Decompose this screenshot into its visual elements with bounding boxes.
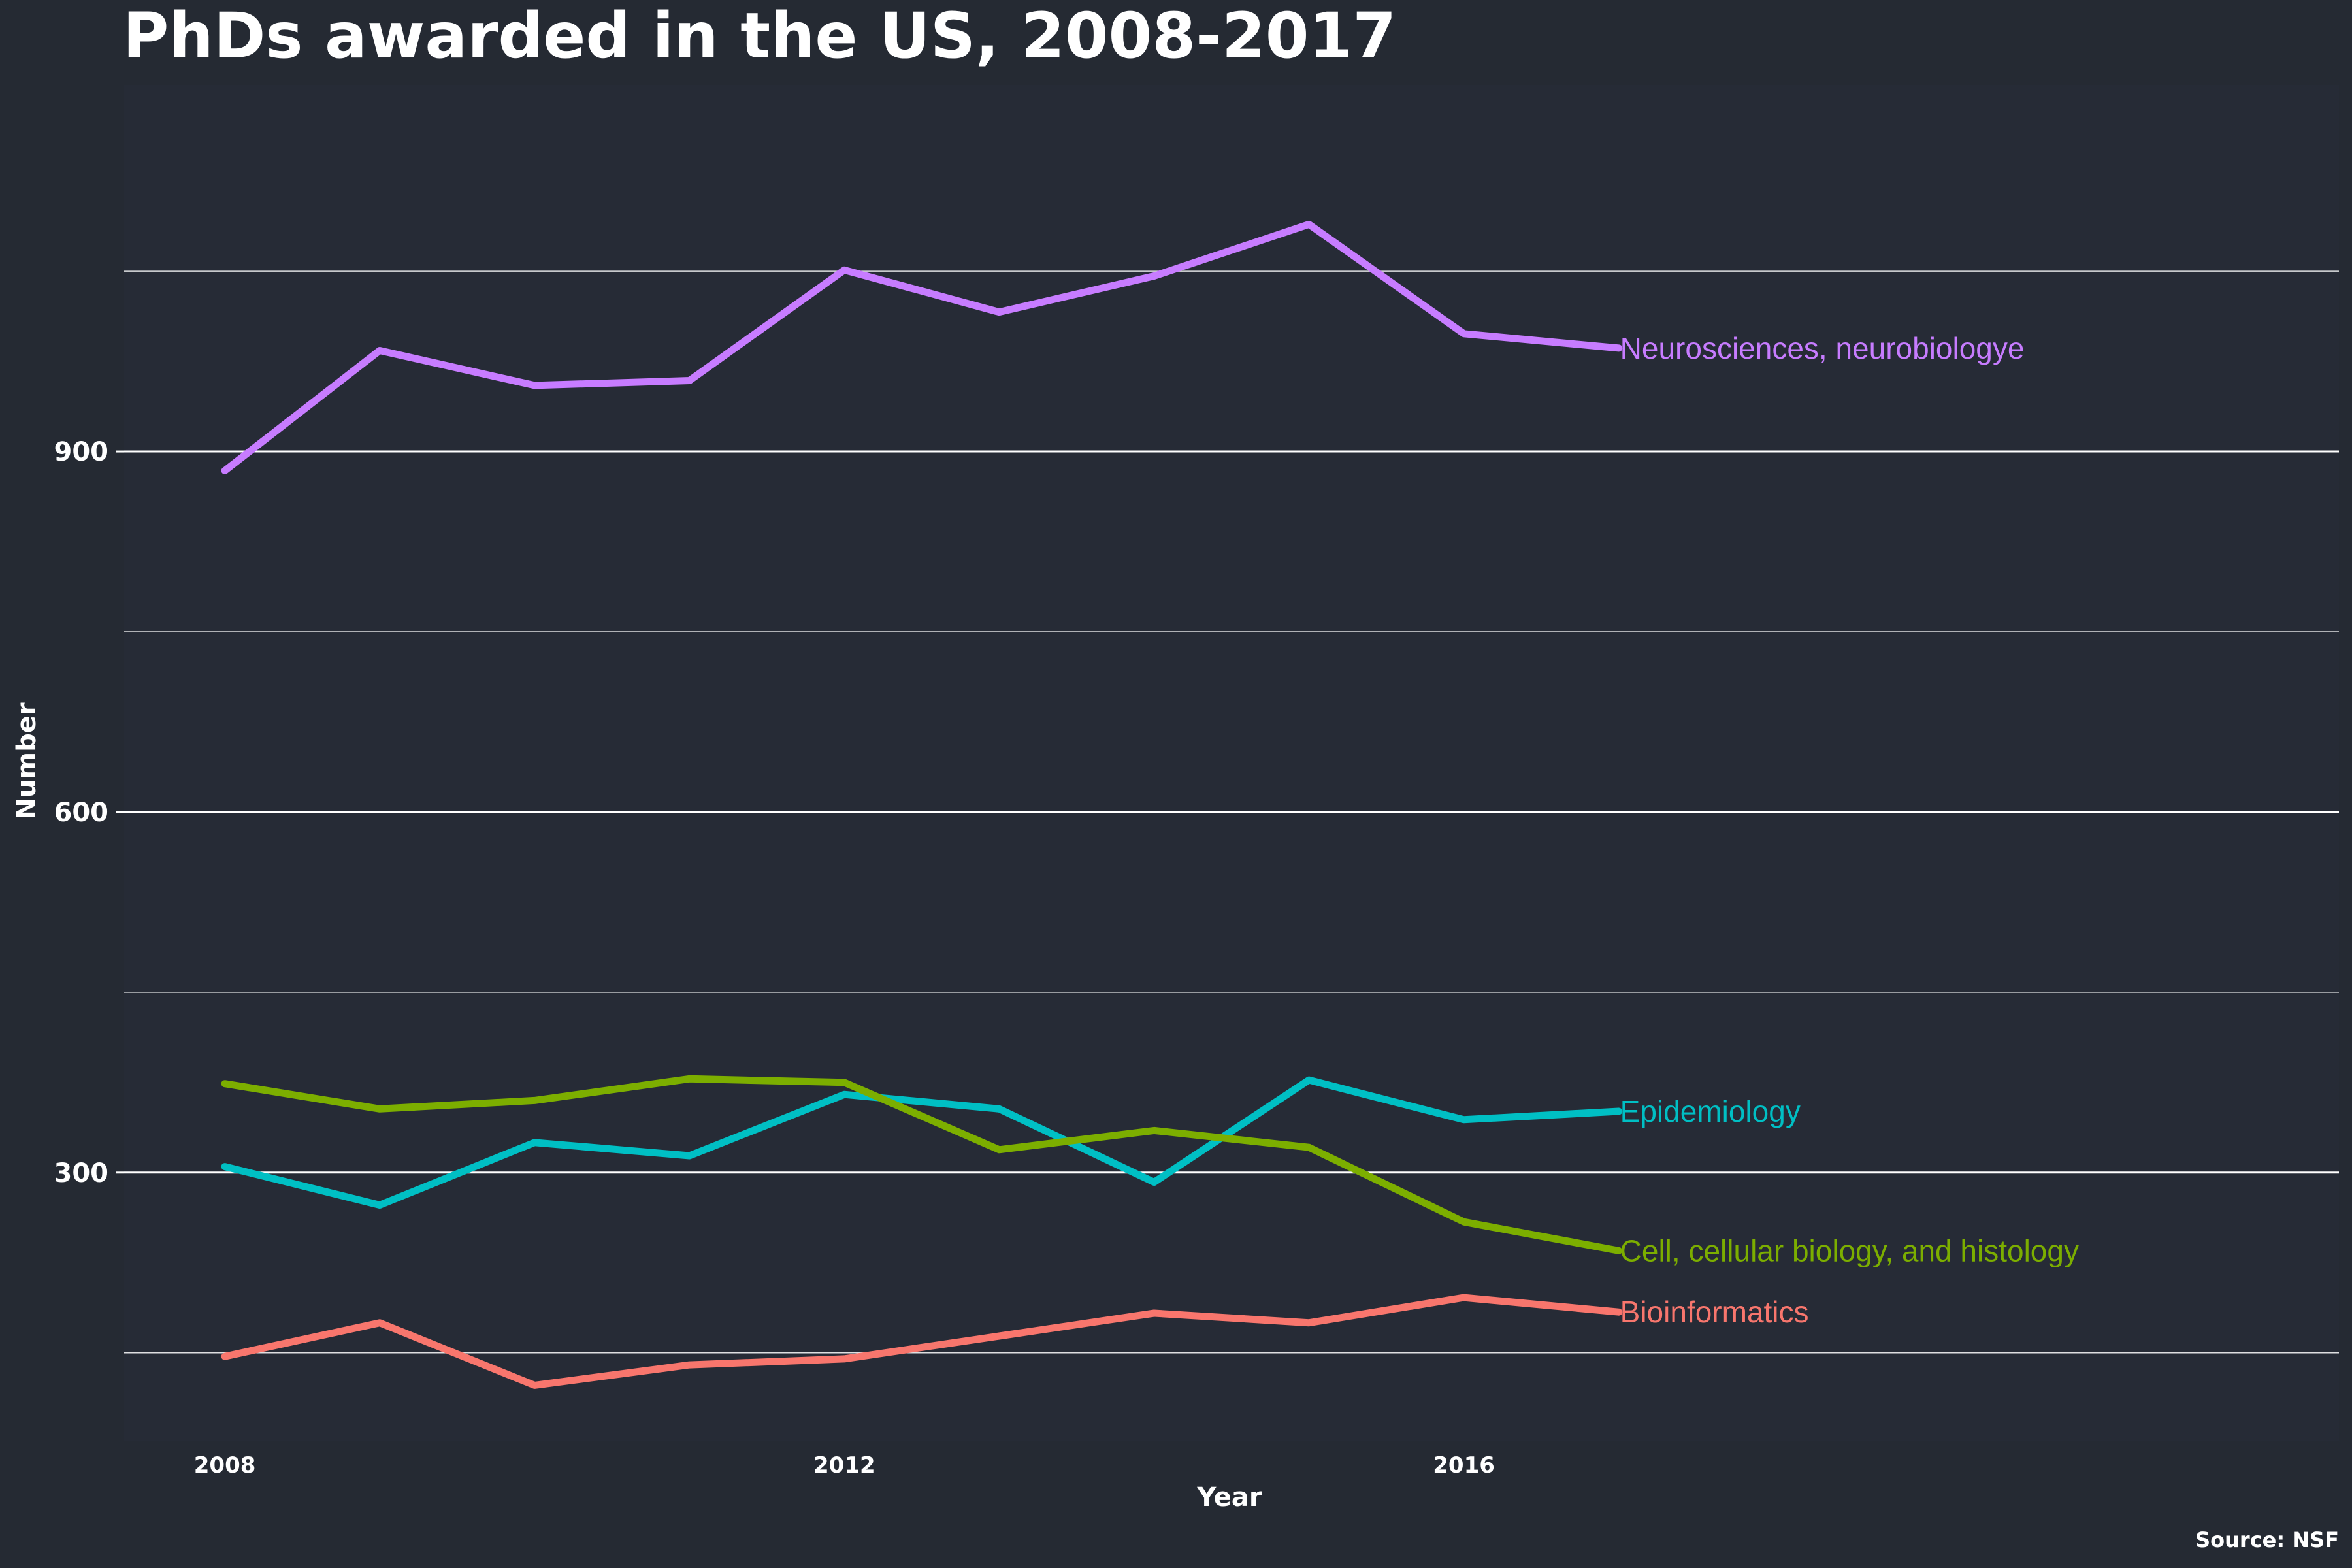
series-end-label: Neurosciences, neurobiologye	[1620, 331, 2025, 365]
x-tick-label: 2012	[813, 1452, 875, 1478]
series-line	[221, 1076, 1623, 1209]
y-tick-label: 600	[54, 798, 109, 828]
plot-panel	[124, 85, 2339, 1441]
source-caption: Source: NSF	[2195, 1527, 2339, 1552]
series-line	[221, 1294, 1623, 1389]
y-tick-label: 900	[54, 437, 109, 467]
x-tick-label: 2016	[1433, 1452, 1495, 1478]
x-tick-label: 2008	[194, 1452, 256, 1478]
x-axis-title: Year	[1196, 1482, 1262, 1512]
y-axis-title: Number	[12, 702, 42, 819]
series-end-label: Bioinformatics	[1620, 1295, 1809, 1329]
series-labels: Neurosciences, neurobiologye Epidemiology…	[1620, 331, 2079, 1329]
y-axis-ticks: 300 600 900	[54, 437, 124, 1188]
gridlines	[124, 270, 2339, 1354]
x-axis-ticks: 2008 2012 2016	[194, 1452, 1495, 1478]
chart-title: PhDs awarded in the US, 2008-2017	[123, 0, 1396, 73]
series-lines	[221, 220, 1623, 1389]
series-end-label: Epidemiology	[1620, 1094, 1801, 1128]
y-tick-label: 300	[54, 1158, 109, 1188]
series-line	[221, 1075, 1623, 1254]
series-line	[221, 220, 1623, 474]
series-end-label: Cell, cellular biology, and histology	[1620, 1233, 2079, 1267]
